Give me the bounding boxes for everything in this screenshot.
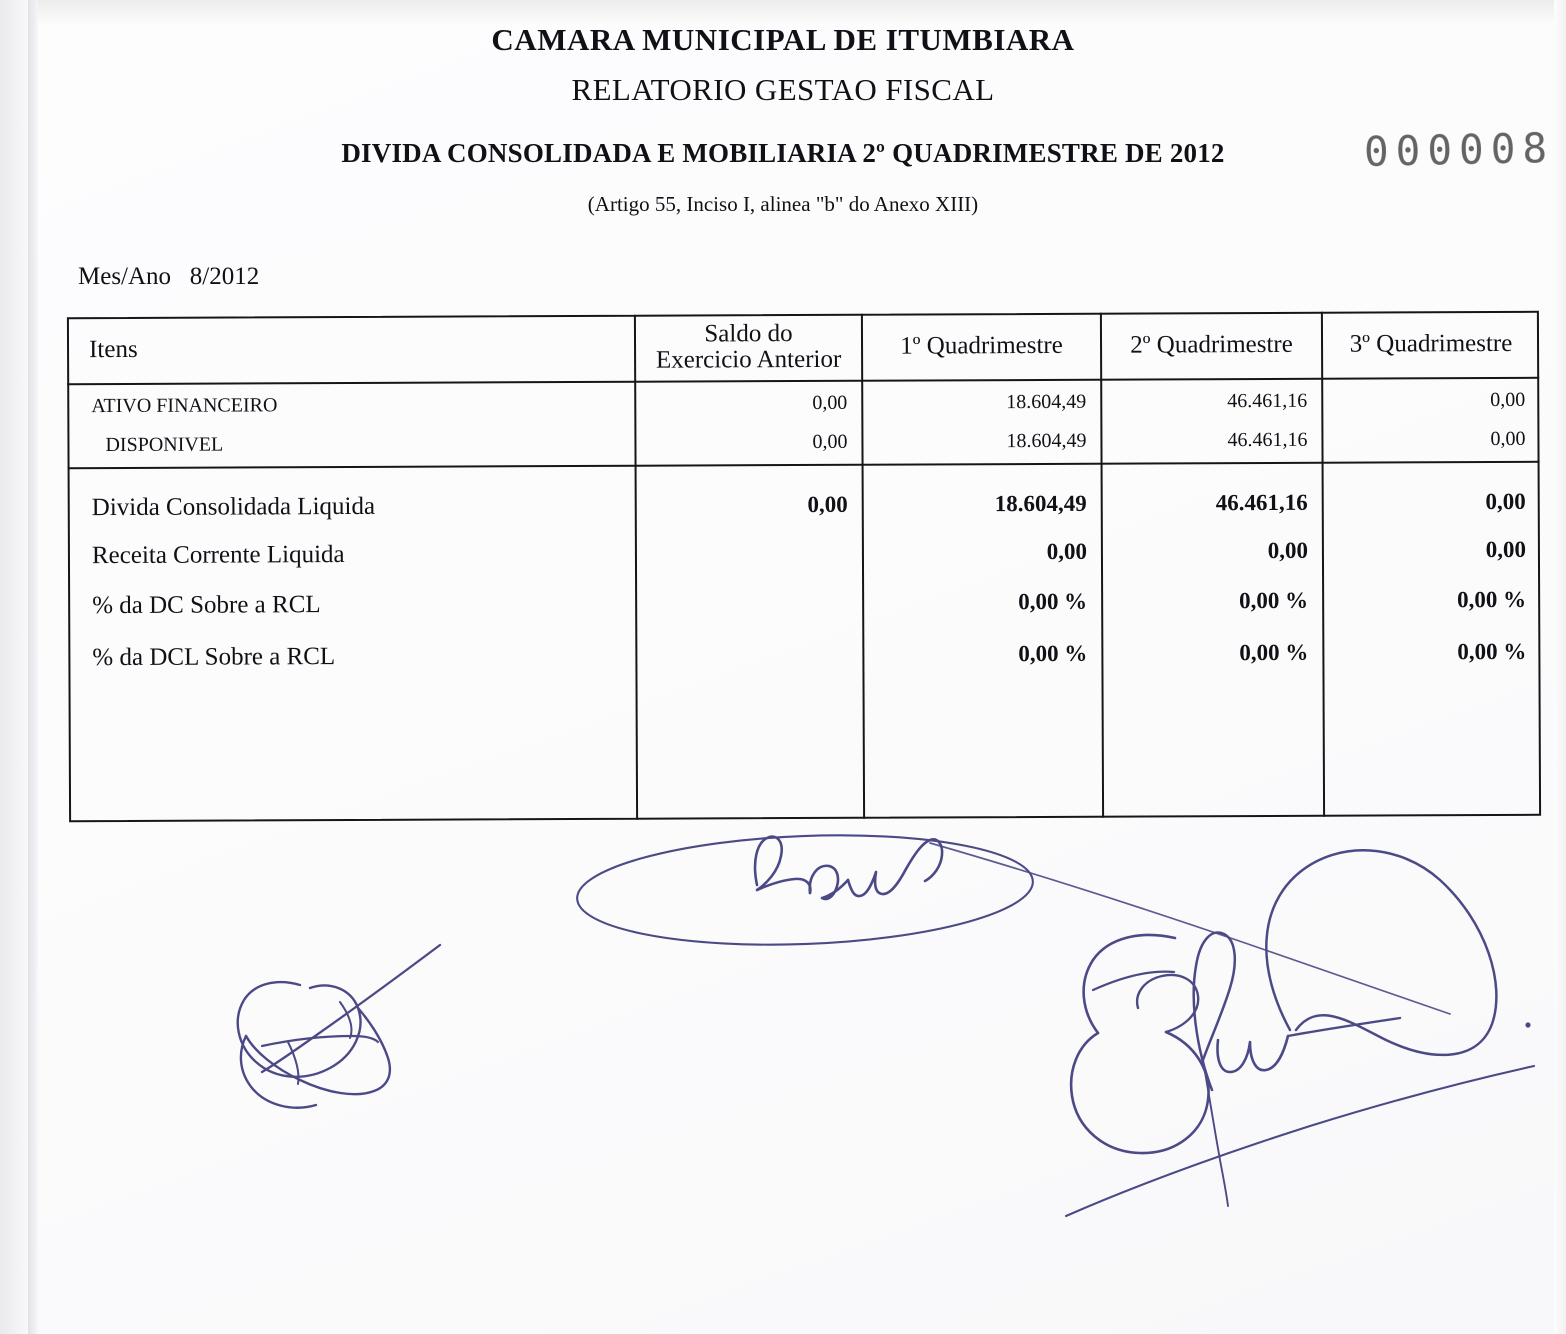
column-header-saldo: Saldo do Exercicio Anterior	[636, 314, 861, 381]
row-value-q3: 0,00 %	[1457, 638, 1527, 665]
row-value-q3: 0,00	[1485, 488, 1526, 515]
fiscal-table: Itens Saldo do Exercicio Anterior 1º Qua…	[66, 310, 1542, 823]
row-value-saldo	[637, 582, 862, 625]
row-value-q2: 46.461,16	[1227, 428, 1308, 451]
period-label: Mes/Ano 8/2012	[78, 263, 260, 290]
row-value-saldo: 0,00	[807, 491, 848, 517]
row-value-saldo: 0,00	[812, 391, 848, 414]
row-value-q3: 0,00	[1485, 536, 1526, 563]
scan-left-fold	[28, 0, 38, 1334]
row-value-q1: 18.604,49	[994, 490, 1087, 517]
table-row: % da DCL Sobre a RCL 0,00 % 0,00 % 0,00 …	[68, 631, 1540, 679]
row-value-q3: 0,00	[1490, 427, 1526, 450]
row-value-q1: 0,00 %	[1018, 640, 1088, 667]
row-label: % da DC Sobre a RCL	[92, 591, 321, 620]
report-subtitle: DIVIDA CONSOLIDADA E MOBILIARIA 2º QUADR…	[341, 138, 1225, 168]
row-value-saldo	[637, 634, 862, 677]
column-header-q1: 1º Quadrimestre	[900, 331, 1063, 360]
column-header-q3: 3º Quadrimestre	[1349, 329, 1513, 358]
row-value-q1: 0,00	[1046, 538, 1087, 564]
row-value-q2: 46.461,16	[1227, 389, 1308, 412]
organization-title: CAMARA MUNICIPAL DE ITUMBIARA	[491, 22, 1075, 57]
report-title: RELATORIO GESTAO FISCAL	[571, 72, 995, 107]
row-value-q2: 0,00	[1267, 537, 1308, 563]
column-header-q2: 2º Quadrimestre	[1130, 330, 1293, 359]
column-header-saldo-line1: Saldo do	[704, 319, 793, 348]
scan-right-edge	[1554, 0, 1566, 1334]
row-value-q2: 0,00 %	[1239, 587, 1309, 614]
row-value-saldo: 0,00	[812, 430, 848, 453]
row-value-q1: 18.604,49	[1006, 429, 1087, 452]
row-label: DISPONIVEL	[105, 433, 224, 456]
page-stamp-number: 000008	[1363, 124, 1555, 176]
table-row: % da DC Sobre a RCL 0,00 % 0,00 % 0,00 %	[68, 579, 1540, 627]
scan-top-shadow	[34, 0, 1566, 26]
row-label: Receita Corrente Liquida	[91, 541, 345, 570]
row-label: % da DCL Sobre a RCL	[92, 643, 336, 672]
row-label: ATIVO FINANCEIRO	[91, 393, 278, 417]
table-row: Receita Corrente Liquida 0,00 0,00 0,00	[68, 529, 1540, 577]
row-value-q2: 0,00 %	[1239, 639, 1309, 666]
row-label: Divida Consolidada Liquida	[91, 492, 376, 522]
legal-reference: (Artigo 55, Inciso I, alinea "b" do Anex…	[587, 192, 979, 216]
table-row: DISPONIVEL 0,00 18.604,49 46.461,16 0,00	[67, 418, 1539, 466]
table-row: Divida Consolidada Liquida 0,00 18.604,4…	[68, 481, 1540, 529]
column-header-items: Itens	[88, 335, 138, 363]
row-value-saldo	[637, 532, 862, 575]
row-value-q2: 46.461,16	[1215, 489, 1308, 516]
row-value-q1: 0,00 %	[1018, 588, 1088, 615]
row-value-q3: 0,00 %	[1457, 586, 1527, 613]
row-value-q3: 0,00	[1490, 388, 1526, 411]
row-value-q1: 18.604,49	[1006, 390, 1087, 413]
column-header-saldo-line2: Exercicio Anterior	[655, 345, 842, 374]
